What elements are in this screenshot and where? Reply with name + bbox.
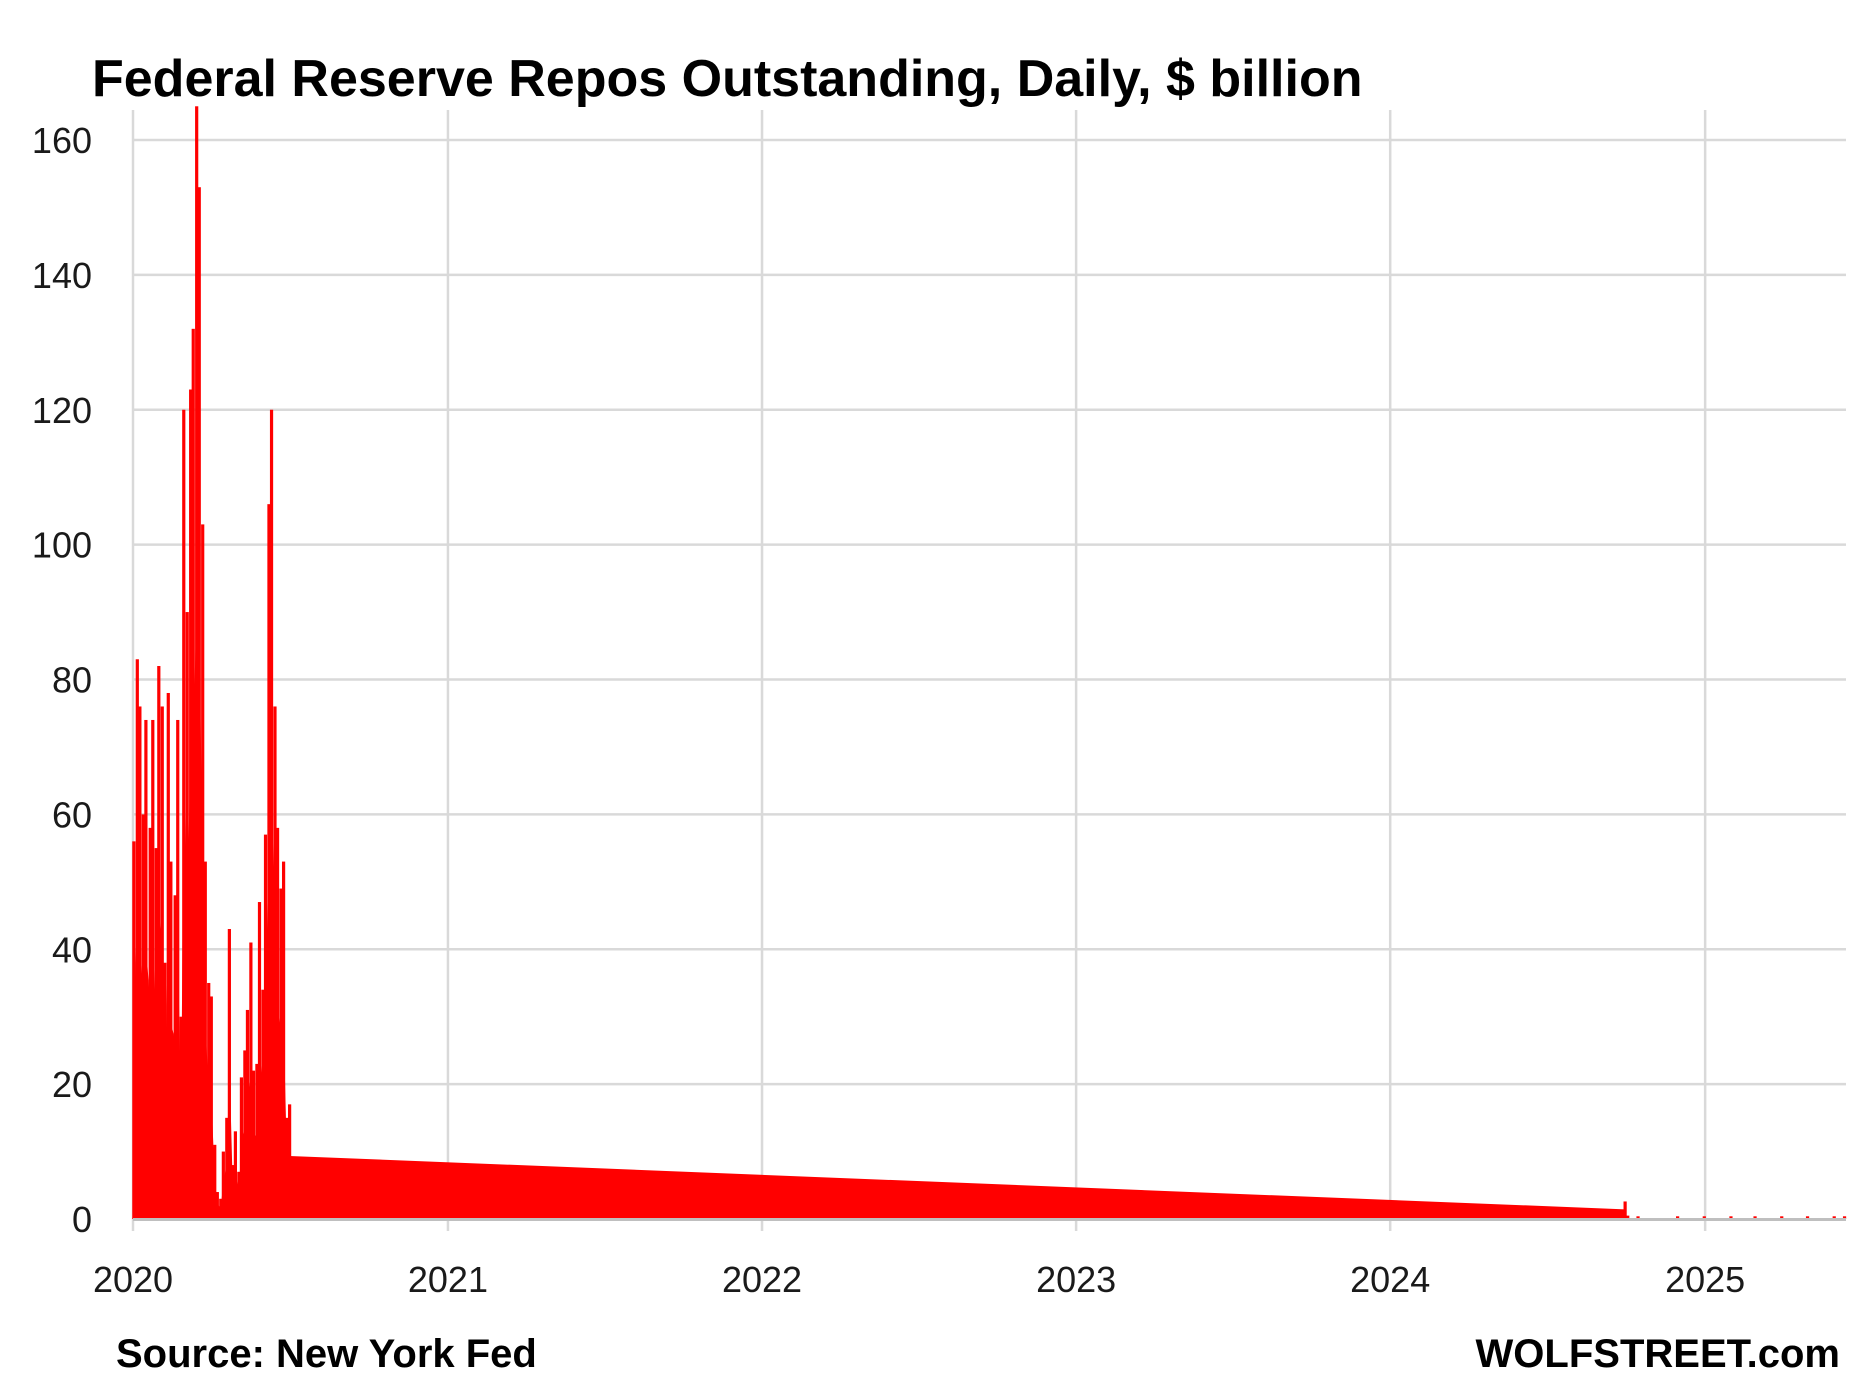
- data-bar: [1626, 1215, 1630, 1219]
- data-bar: [185, 612, 189, 1219]
- y-tick-label: 20: [52, 1064, 92, 1105]
- data-bar: [203, 861, 207, 1219]
- y-tick-label: 120: [32, 390, 92, 431]
- data-bar: [1491, 1216, 1496, 1219]
- x-tick-label: 2021: [408, 1259, 488, 1300]
- data-bar: [267, 504, 271, 1220]
- y-tick-label: 100: [32, 525, 92, 566]
- data-bar: [197, 187, 201, 1219]
- data-bar: [191, 328, 195, 1219]
- data-bar: [1805, 1216, 1810, 1219]
- data-bar: [227, 929, 231, 1219]
- y-tick-label: 60: [52, 794, 92, 835]
- data-bar: [160, 706, 164, 1219]
- data-bar: [144, 719, 148, 1219]
- data-area-fill: [133, 607, 1626, 1219]
- data-bar: [237, 1171, 241, 1219]
- data-bar: [1571, 1216, 1575, 1219]
- data-bar: [182, 409, 186, 1219]
- data-bar: [201, 524, 205, 1219]
- data-bar: [279, 888, 283, 1219]
- data-bar: [243, 1050, 247, 1219]
- data-bar: [288, 1104, 292, 1219]
- tick-labels: 0 20 40 60 80 100 120 140 160 2020 2021 2022 2023 202…: [32, 120, 1745, 1300]
- x-tick-label: 2024: [1350, 1259, 1430, 1300]
- data-bar: [1676, 1216, 1680, 1219]
- data-bar: [219, 1198, 223, 1219]
- data-bar: [1414, 1216, 1418, 1219]
- data-bar: [221, 1151, 225, 1219]
- data-bar: [275, 827, 280, 1219]
- data-bar: [151, 719, 155, 1219]
- data-bars: [132, 106, 1847, 1220]
- data-bar: [285, 1117, 289, 1219]
- data-bar: [1531, 1216, 1535, 1219]
- data-bar: [273, 706, 277, 1219]
- data-bar: [166, 692, 170, 1219]
- gridlines: [131, 110, 1846, 1231]
- data-bar: [251, 1070, 256, 1219]
- data-bar: [1702, 1216, 1706, 1219]
- data-bar: [154, 848, 158, 1219]
- data-bar: [148, 827, 152, 1219]
- chart-title: Federal Reserve Repos Outstanding, Daily…: [92, 50, 1362, 108]
- data-bar: [281, 861, 286, 1219]
- data-bar: [141, 814, 145, 1219]
- data-bar: [1623, 1201, 1627, 1219]
- data-bar: [163, 962, 167, 1219]
- data-bar: [179, 1016, 183, 1219]
- data-bar: [249, 942, 253, 1219]
- data-bar: [1452, 1216, 1456, 1219]
- data-bar: [1832, 1216, 1836, 1219]
- y-tick-label: 140: [32, 255, 92, 296]
- x-tick-label: 2023: [1036, 1259, 1116, 1300]
- y-tick-label: 80: [52, 660, 92, 701]
- data-bar: [257, 902, 262, 1219]
- x-tick-label: 2022: [722, 1259, 802, 1300]
- data-bar: [1619, 1215, 1623, 1219]
- data-bar: [215, 1192, 219, 1219]
- data-bar: [176, 719, 180, 1219]
- x-tick-label: 2020: [93, 1259, 173, 1300]
- data-bar: [207, 982, 211, 1219]
- source-note: Source: New York Fed: [116, 1332, 537, 1376]
- data-bar: [233, 1131, 238, 1219]
- data-bar: [195, 106, 199, 1219]
- data-bar: [239, 1077, 244, 1219]
- data-bar: [231, 1165, 235, 1219]
- data-bar: [245, 1009, 250, 1219]
- data-bar: [173, 895, 177, 1219]
- brand-watermark: WOLFSTREET.com: [1476, 1332, 1840, 1376]
- y-tick-label: 40: [52, 929, 92, 970]
- data-bar: [261, 989, 265, 1219]
- data-bar: [135, 659, 139, 1219]
- data-bar: [189, 389, 193, 1219]
- data-bar: [1597, 1216, 1601, 1219]
- x-tick-label: 2025: [1665, 1259, 1745, 1300]
- data-bar: [157, 666, 161, 1219]
- data-bar: [169, 861, 173, 1219]
- data-bar: [1636, 1216, 1640, 1219]
- data-bar: [213, 1144, 217, 1219]
- data-bar: [225, 1117, 229, 1219]
- data-bar: [138, 706, 142, 1219]
- data-bar: [209, 996, 213, 1219]
- data-bar: [255, 1063, 259, 1219]
- data-bar: [269, 409, 274, 1219]
- data-bar: [263, 834, 268, 1219]
- data-bar: [1729, 1216, 1733, 1219]
- data-bar: [132, 841, 136, 1219]
- data-bar: [1780, 1216, 1784, 1219]
- data-bar: [1753, 1216, 1757, 1219]
- data-bar: [1842, 1216, 1847, 1219]
- y-tick-label: 160: [32, 120, 92, 161]
- data-bar: [1387, 1216, 1391, 1219]
- y-tick-label: 0: [72, 1199, 92, 1240]
